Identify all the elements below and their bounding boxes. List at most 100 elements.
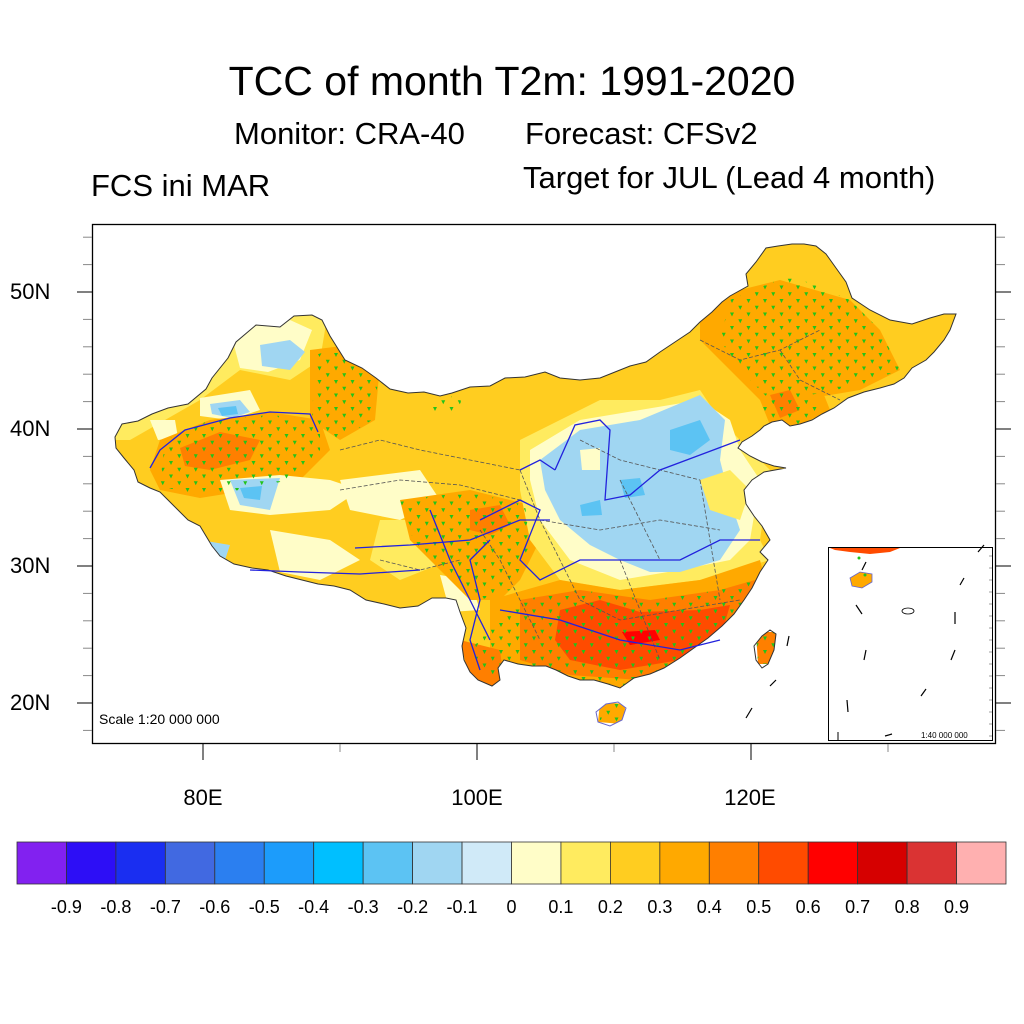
colorbar-box: [807, 841, 859, 885]
contour-region: [580, 500, 602, 516]
boundary-dash: [769, 679, 777, 687]
province-border: [699, 479, 721, 601]
left-string: FCS ini MAR: [91, 168, 271, 203]
stipple-region: [760, 390, 825, 428]
contour-region: [670, 420, 710, 455]
inset-scale-note: 1:40 000 000: [921, 731, 968, 740]
lat-label-50n: 50N: [10, 279, 51, 304]
subtitle-forecast: Forecast: CFSv2: [525, 116, 758, 151]
inset-boundary-dash: [884, 733, 893, 737]
contour-region: [260, 340, 305, 370]
colorbar-label: 0.8: [894, 897, 920, 917]
rivers: [149, 411, 760, 671]
taiwan-outline: [753, 629, 777, 669]
province-border: [619, 479, 661, 561]
colorbar-label: 0.9: [944, 897, 970, 917]
colorbar-box: [313, 841, 364, 885]
lon-label-80e: 80E: [183, 785, 223, 810]
colorbar-label: 0: [506, 897, 517, 917]
colorbar-label: -0.3: [347, 897, 379, 917]
inset-stipple-dot: [857, 556, 861, 560]
colorbar-box: [857, 841, 908, 885]
colorbar-label: -0.9: [50, 897, 82, 917]
colorbar-box: [164, 841, 216, 885]
river: [499, 609, 721, 651]
colorbar-box: [115, 841, 166, 885]
inset-coast-fill: [830, 548, 900, 554]
province-border: [539, 519, 721, 531]
inset-island-outline: [901, 607, 915, 615]
hainan-outline: [595, 701, 627, 727]
province-border: [779, 349, 841, 401]
inset-boundary-dash: [959, 577, 965, 586]
province-border: [339, 479, 521, 501]
river: [429, 509, 491, 641]
inset-boundary-dash: [861, 561, 867, 571]
colorbar-box: [758, 841, 809, 885]
colorbar-box: [362, 841, 413, 885]
inset-boundary-dash: [863, 649, 867, 661]
plot-frame: [91, 223, 997, 745]
colorbar-label: -0.6: [199, 897, 231, 917]
province-borders: [339, 329, 841, 661]
colorbar-box: [560, 841, 611, 885]
province-border: [579, 599, 741, 621]
colorbar-label: 0.6: [795, 897, 821, 917]
colorbar-box: [708, 841, 760, 885]
boundary-dash: [745, 707, 753, 719]
boundary-dash: [786, 635, 790, 647]
inset-stipple-dot: [863, 573, 867, 577]
province-border: [699, 329, 821, 361]
subtitle-monitor: Monitor: CRA-40: [234, 116, 465, 151]
colorbar-label: -0.1: [446, 897, 478, 917]
province-border: [339, 439, 521, 471]
stipple-region: [600, 704, 622, 722]
contour-region: [218, 406, 238, 416]
scale-note: Scale 1:20 000 000: [99, 711, 220, 727]
right-string: Target for JUL (Lead 4 month): [523, 160, 936, 195]
river: [469, 539, 491, 671]
contour-region: [580, 448, 600, 470]
river: [554, 419, 741, 501]
colorbar-label: -0.2: [397, 897, 429, 917]
colorbar-label: 0.1: [548, 897, 574, 917]
china-outline: [114, 243, 957, 689]
colorbar-box: [66, 841, 117, 885]
province-border: [379, 559, 461, 571]
contour-region: [240, 486, 262, 500]
inset-boundary-dash: [977, 544, 985, 553]
lon-label-120e: 120E: [724, 785, 776, 810]
colorbar-label: -0.4: [298, 897, 330, 917]
inset-boundary-dash: [846, 699, 849, 713]
colorbar-box: [610, 841, 661, 885]
colorbar-box: [263, 841, 315, 885]
lat-label-20n: 20N: [10, 690, 51, 715]
contour-region: [270, 530, 360, 580]
lat-label-40n: 40N: [10, 416, 51, 441]
colorbar-label: -0.5: [248, 897, 280, 917]
stipple-region: [160, 415, 320, 495]
colorbar-box: [659, 841, 710, 885]
inset-boundary-dash: [920, 688, 927, 697]
colorbar-label: -0.8: [100, 897, 132, 917]
colorbar-label: 0.3: [647, 897, 673, 917]
stipple-region: [756, 632, 776, 664]
colorbar-label: 0.7: [845, 897, 871, 917]
river: [354, 519, 550, 549]
inset-boundary-dash: [950, 649, 956, 661]
colorbar-box: [461, 841, 512, 885]
contour-region: [150, 420, 178, 440]
river: [479, 499, 760, 581]
inset-hainan: [849, 571, 873, 589]
stipple-region: [430, 396, 462, 412]
colorbar-label: 0.2: [597, 897, 623, 917]
inset-boundary-dash: [855, 604, 863, 615]
colorbar-label: -0.7: [149, 897, 181, 917]
colorbar-box: [214, 841, 265, 885]
colorbar-box: [412, 841, 463, 885]
lon-label-100e: 100E: [451, 785, 503, 810]
river: [519, 459, 556, 471]
province-border: [479, 529, 541, 641]
stippling: [160, 275, 900, 722]
